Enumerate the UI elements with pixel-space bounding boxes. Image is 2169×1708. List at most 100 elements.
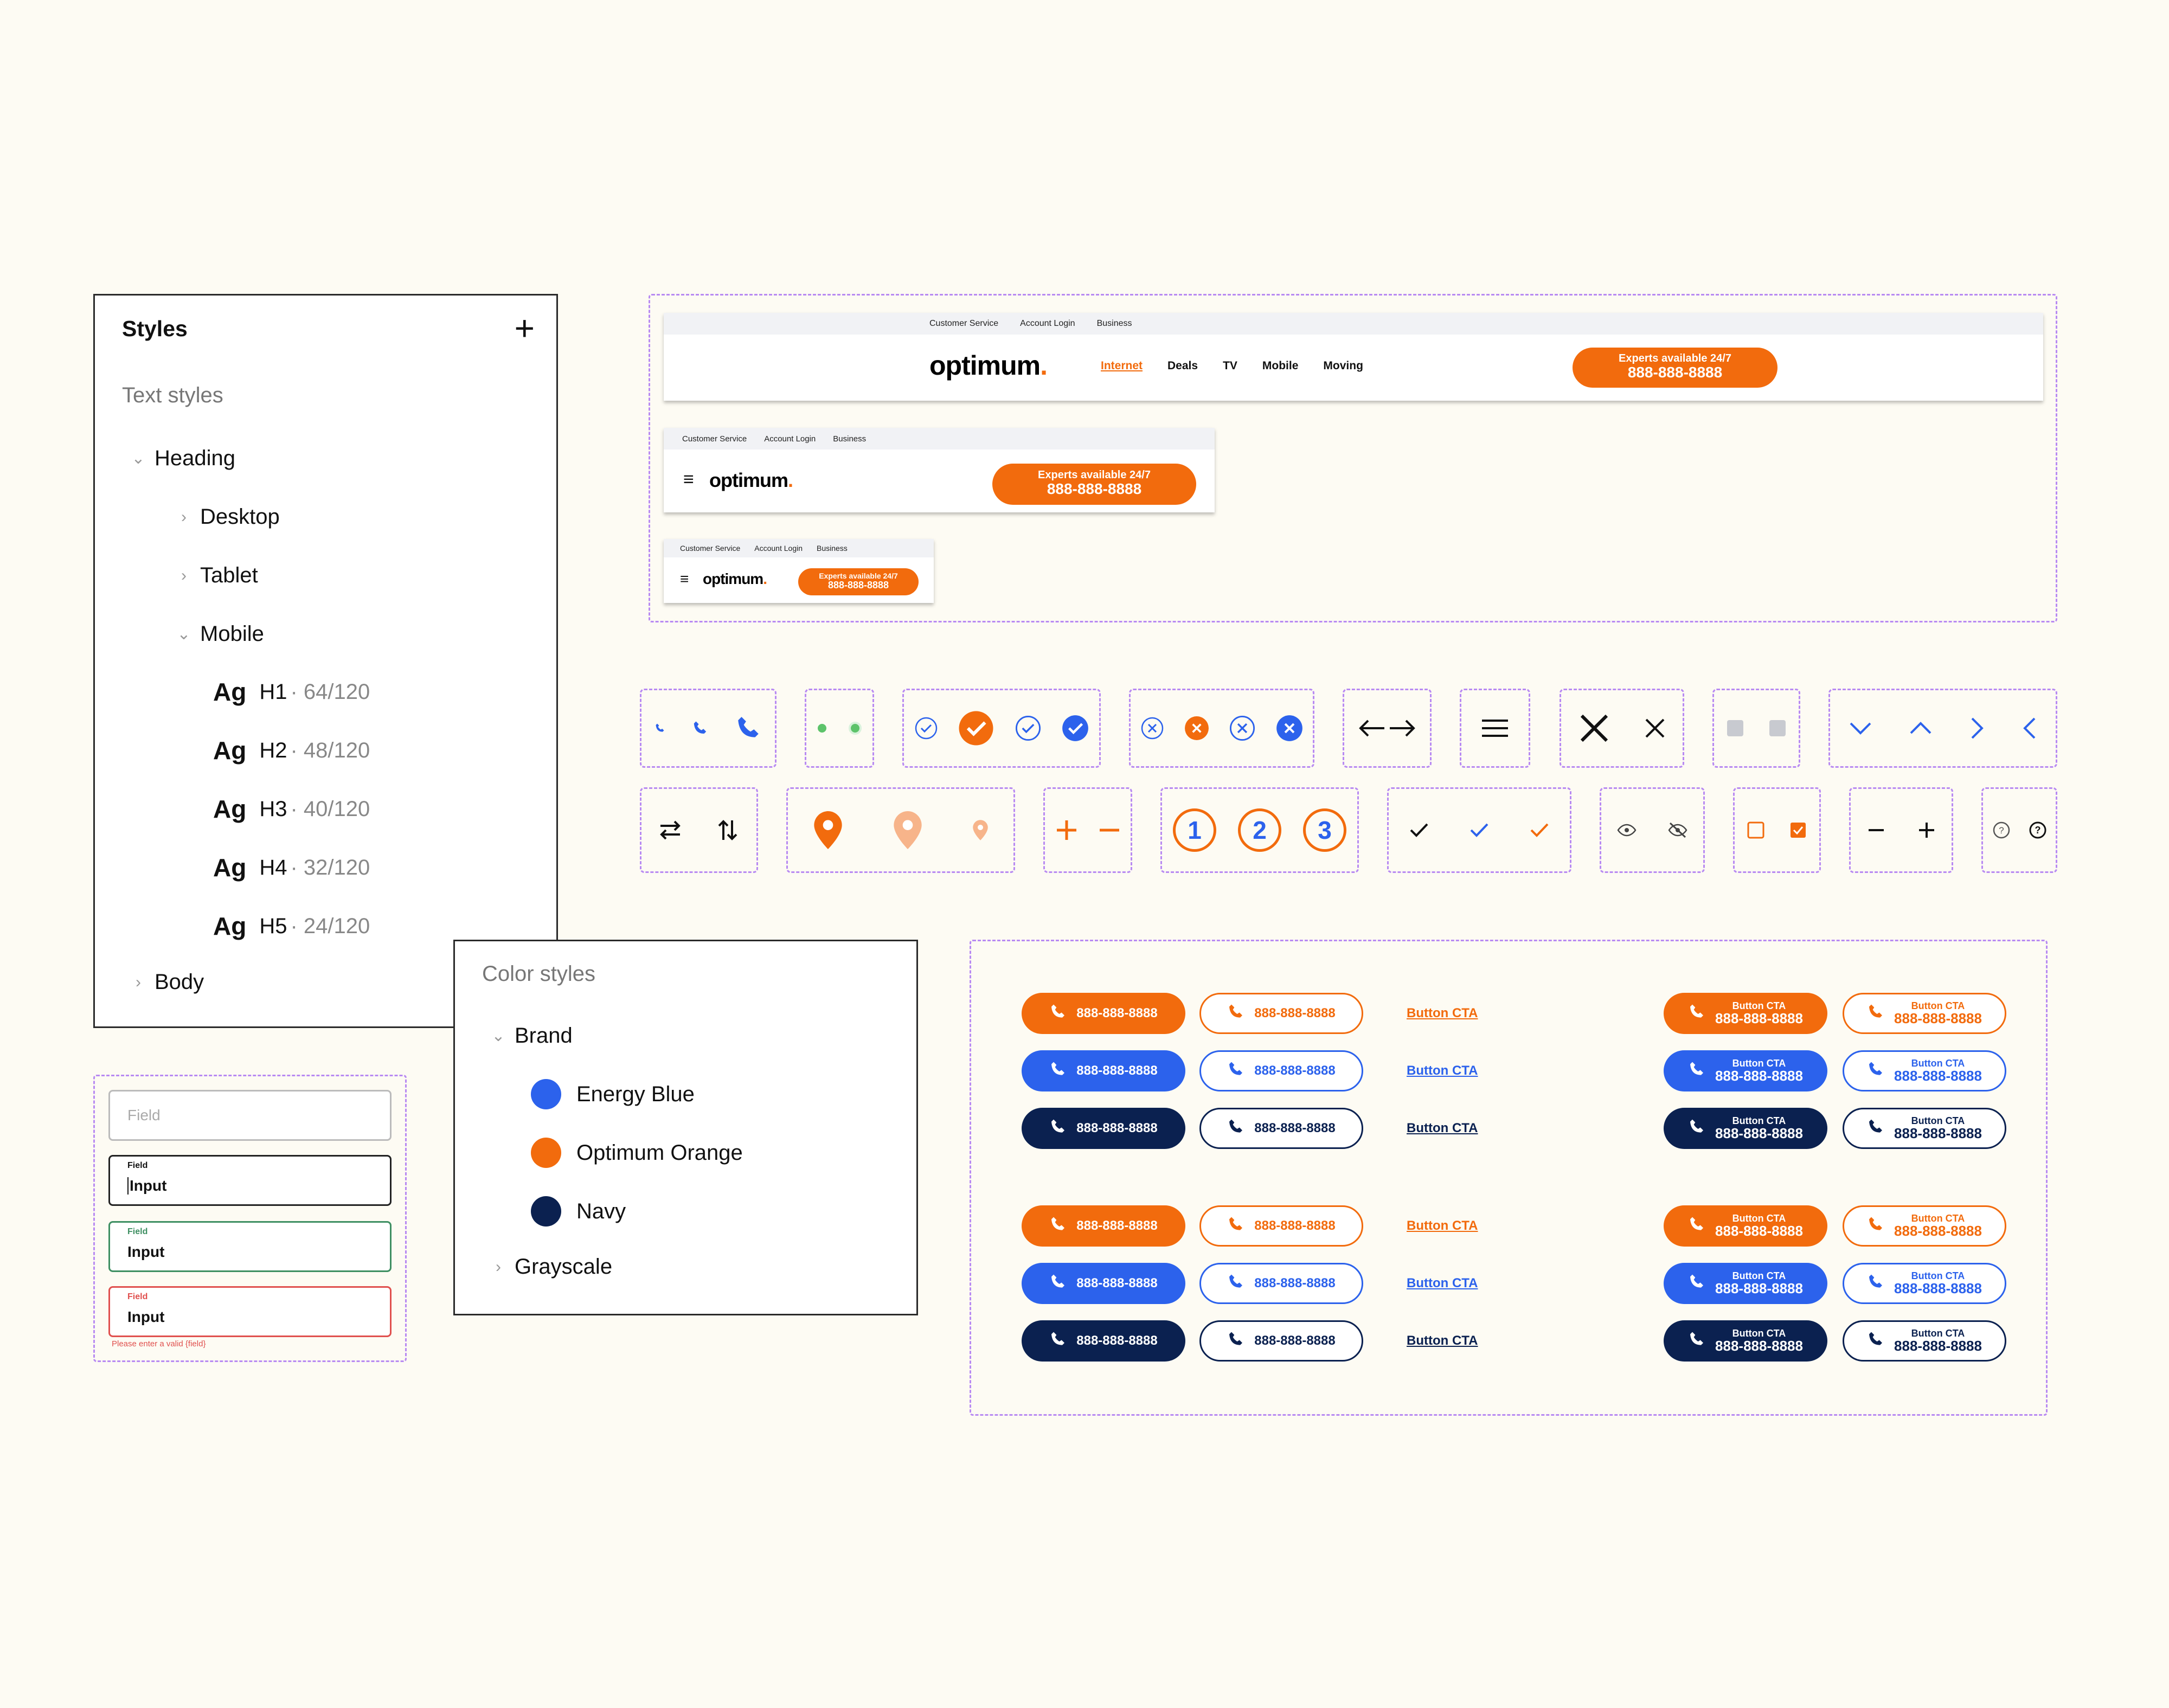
phone-button-orange-outline[interactable]: 888-888-8888 xyxy=(1199,993,1363,1034)
phone-button-blue-outline[interactable]: 888-888-8888 xyxy=(1199,1263,1363,1304)
phone-button-navy-filled[interactable]: 888-888-8888 xyxy=(1022,1108,1185,1149)
checkbox-icon[interactable] xyxy=(1747,821,1764,839)
cta-line1: Experts available 24/7 xyxy=(819,572,898,580)
text-style-h3[interactable]: Ag H3 · 40/120 xyxy=(213,794,370,824)
cta-link-navy[interactable]: Button CTA xyxy=(1407,1333,1478,1348)
cta-link-navy[interactable]: Button CTA xyxy=(1407,1121,1478,1135)
close-icon xyxy=(1580,714,1608,742)
button-label: 888-888-8888 xyxy=(1715,1222,1803,1239)
status-dot-icon xyxy=(848,722,862,735)
cta-button-blue-outline[interactable]: Button CTA 888-888-8888 xyxy=(1843,1263,2006,1304)
tree-item-body[interactable]: › Body xyxy=(122,970,204,994)
button-sublabel: Button CTA xyxy=(1732,1270,1786,1281)
cta-button-orange-filled[interactable]: Button CTA 888-888-8888 xyxy=(1664,1205,1827,1247)
style-name: H4 xyxy=(259,855,287,879)
phone-button-blue-filled[interactable]: 888-888-8888 xyxy=(1022,1050,1185,1091)
checkbox-grey-icons xyxy=(1712,689,1800,768)
nav-deals[interactable]: Deals xyxy=(1167,359,1198,372)
phone-button-navy-outline[interactable]: 888-888-8888 xyxy=(1199,1320,1363,1362)
header-main: ≡ optimum. Experts available 24/7 888-88… xyxy=(664,450,1215,512)
nav-tv[interactable]: TV xyxy=(1223,359,1237,372)
utility-link-business[interactable]: Business xyxy=(1096,319,1132,328)
text-style-h5[interactable]: Ag H5 · 24/120 xyxy=(213,911,370,941)
cta-link-orange[interactable]: Button CTA xyxy=(1407,1218,1478,1233)
color-name: Optimum Orange xyxy=(576,1140,743,1165)
header-cta-button[interactable]: Experts available 24/7 888-888-8888 xyxy=(798,568,919,595)
tree-item-heading[interactable]: ⌄ Heading xyxy=(122,446,235,471)
utility-link-account-login[interactable]: Account Login xyxy=(764,434,816,444)
plus-icon xyxy=(1918,823,1934,838)
header-frame xyxy=(649,294,2057,622)
field-success[interactable]: Field Input xyxy=(108,1221,392,1272)
hamburger-icon[interactable]: ≡ xyxy=(680,570,689,587)
field-focused[interactable]: Field Input xyxy=(108,1155,392,1206)
cta-button-blue-outline[interactable]: Button CTA 888-888-8888 xyxy=(1843,1050,2006,1091)
phone-button-navy-filled[interactable]: 888-888-8888 xyxy=(1022,1320,1185,1362)
optimum-logo[interactable]: optimum. xyxy=(709,469,793,491)
cta-button-blue-filled[interactable]: Button CTA 888-888-8888 xyxy=(1664,1263,1827,1304)
cta-button-orange-outline[interactable]: Button CTA 888-888-8888 xyxy=(1843,1205,2006,1247)
phone-icon xyxy=(1049,1061,1076,1082)
tree-item-mobile[interactable]: ⌄ Mobile xyxy=(168,622,264,646)
button-label: 888-888-8888 xyxy=(1076,1218,1158,1233)
text-style-h2[interactable]: Ag H2 · 48/120 xyxy=(213,736,370,765)
cta-link-blue[interactable]: Button CTA xyxy=(1407,1276,1478,1290)
cta-link-blue[interactable]: Button CTA xyxy=(1407,1063,1478,1078)
utility-link-account-login[interactable]: Account Login xyxy=(1020,319,1075,328)
nav-internet[interactable]: Internet xyxy=(1101,359,1143,372)
cta-button-orange-outline[interactable]: Button CTA 888-888-8888 xyxy=(1843,993,2006,1034)
field-error[interactable]: Field Input xyxy=(108,1286,392,1337)
color-style-navy[interactable]: Navy xyxy=(531,1196,626,1227)
utility-link-customer-service[interactable]: Customer Service xyxy=(682,434,747,444)
text-style-h1[interactable]: Ag H1 · 64/120 xyxy=(213,677,370,707)
phone-icon xyxy=(1688,1061,1715,1082)
tree-item-brand[interactable]: ⌄ Brand xyxy=(482,1024,572,1048)
phone-button-orange-filled[interactable]: 888-888-8888 xyxy=(1022,1205,1185,1247)
cta-button-blue-filled[interactable]: Button CTA 888-888-8888 xyxy=(1664,1050,1827,1091)
cta-button-navy-filled[interactable]: Button CTA 888-888-8888 xyxy=(1664,1108,1827,1149)
button-label: 888-888-8888 xyxy=(1715,1125,1803,1141)
plus-icon[interactable]: + xyxy=(514,309,535,348)
phone-button-orange-filled[interactable]: 888-888-8888 xyxy=(1022,993,1185,1034)
utility-link-account-login[interactable]: Account Login xyxy=(754,544,803,553)
cta-link-orange[interactable]: Button CTA xyxy=(1407,1006,1478,1020)
field-empty[interactable]: Field xyxy=(108,1090,392,1141)
checkbox-icon[interactable] xyxy=(1789,821,1807,839)
desktop-header: Customer Service Account Login Business … xyxy=(664,313,2043,401)
phone-button-orange-outline[interactable]: 888-888-8888 xyxy=(1199,1205,1363,1247)
button-sublabel: Button CTA xyxy=(1911,1000,1965,1011)
tree-label: Heading xyxy=(155,446,236,470)
optimum-logo[interactable]: optimum. xyxy=(929,350,1048,381)
color-styles-panel: Color styles ⌄ Brand Energy Blue Optimum … xyxy=(453,940,918,1315)
cta-button-orange-filled[interactable]: Button CTA 888-888-8888 xyxy=(1664,993,1827,1034)
color-style-optimum-orange[interactable]: Optimum Orange xyxy=(531,1138,743,1168)
text-style-h4[interactable]: Ag H4 · 32/120 xyxy=(213,853,370,882)
cta-button-navy-filled[interactable]: Button CTA 888-888-8888 xyxy=(1664,1320,1827,1362)
tree-item-grayscale[interactable]: › Grayscale xyxy=(482,1255,612,1279)
utility-link-business[interactable]: Business xyxy=(817,544,848,553)
nav-mobile[interactable]: Mobile xyxy=(1262,359,1299,372)
tree-item-desktop[interactable]: › Desktop xyxy=(168,505,280,529)
plus-minus-orange-icons xyxy=(1043,787,1132,873)
check-icon xyxy=(1470,823,1488,837)
phone-button-navy-outline[interactable]: 888-888-8888 xyxy=(1199,1108,1363,1149)
utility-link-customer-service[interactable]: Customer Service xyxy=(929,319,999,328)
close-circle-icons xyxy=(1129,689,1314,768)
cta-button-navy-outline[interactable]: Button CTA 888-888-8888 xyxy=(1843,1320,2006,1362)
phone-button-blue-outline[interactable]: 888-888-8888 xyxy=(1199,1050,1363,1091)
header-cta-button[interactable]: Experts available 24/7 888-888-8888 xyxy=(992,464,1196,505)
chevron-left-icon xyxy=(2023,717,2035,739)
header-cta-button[interactable]: Experts available 24/7 888-888-8888 xyxy=(1573,348,1777,388)
cta-button-navy-outline[interactable]: Button CTA 888-888-8888 xyxy=(1843,1108,2006,1149)
nav-moving[interactable]: Moving xyxy=(1323,359,1363,372)
phone-button-blue-filled[interactable]: 888-888-8888 xyxy=(1022,1263,1185,1304)
utility-link-customer-service[interactable]: Customer Service xyxy=(680,544,741,553)
color-style-energy-blue[interactable]: Energy Blue xyxy=(531,1079,695,1109)
button-label: 888-888-8888 xyxy=(1894,1067,1982,1084)
utility-link-business[interactable]: Business xyxy=(833,434,867,444)
hamburger-icon[interactable]: ≡ xyxy=(683,469,694,490)
optimum-logo[interactable]: optimum. xyxy=(703,570,767,587)
tree-item-tablet[interactable]: › Tablet xyxy=(168,563,258,588)
utility-bar: Customer Service Account Login Business xyxy=(664,428,1215,450)
button-label: 888-888-8888 xyxy=(1894,1222,1982,1239)
